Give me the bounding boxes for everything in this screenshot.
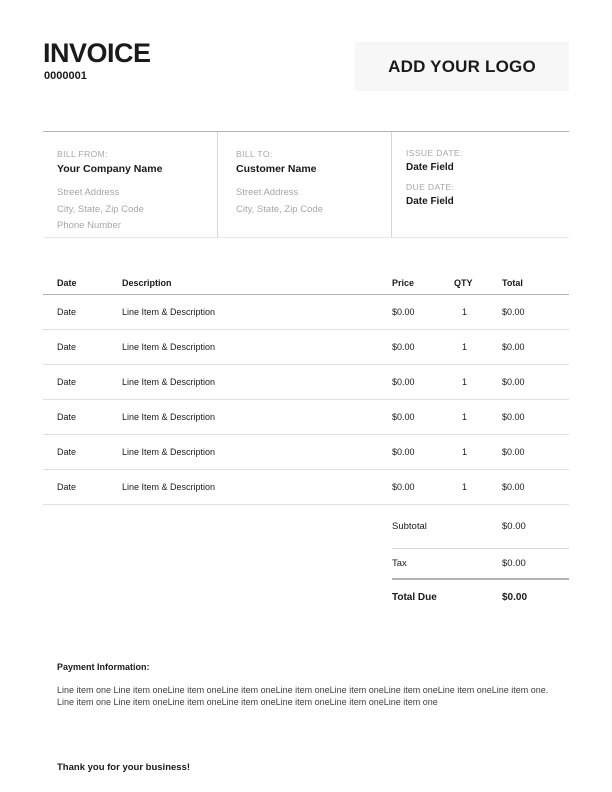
table-row: Date Line Item & Description $0.00 1 $0.…	[43, 295, 569, 330]
due-date-label: DUE DATE:	[406, 182, 455, 192]
cell-description: Line Item & Description	[122, 342, 216, 352]
cell-total: $0.00	[502, 482, 525, 492]
bill-to-section: BILL TO: Customer Name Street Address Ci…	[217, 132, 391, 237]
cell-price: $0.00	[392, 482, 415, 492]
payment-info-section: Payment Information: Line item one Line …	[57, 662, 562, 709]
totals-section: Subtotal $0.00 Tax $0.00 Total Due $0.00	[392, 505, 569, 614]
cell-price: $0.00	[392, 307, 415, 317]
table-row: Date Line Item & Description $0.00 1 $0.…	[43, 400, 569, 435]
issue-date-value: Date Field	[406, 162, 454, 173]
total-due-label: Total Due	[392, 591, 437, 603]
cell-qty: 1	[462, 307, 468, 317]
cell-price: $0.00	[392, 412, 415, 422]
total-due-value: $0.00	[502, 591, 528, 603]
issue-date-label: ISSUE DATE:	[406, 148, 463, 158]
cell-date: Date	[57, 482, 77, 492]
payment-info-body: Line item one Line item oneLine item one…	[57, 685, 549, 707]
header-total: Total	[502, 277, 523, 288]
invoice-number: 0000001	[44, 70, 87, 82]
total-due-row: Total Due $0.00	[392, 580, 569, 614]
cell-qty: 1	[462, 342, 468, 352]
cell-date: Date	[57, 342, 77, 352]
bill-to-address: Street Address City, State, Zip Code	[236, 187, 323, 215]
due-date-value: Date Field	[406, 196, 454, 207]
billing-section: BILL FROM: Your Company Name Street Addr…	[43, 131, 569, 238]
cell-description: Line Item & Description	[122, 307, 216, 317]
table-row: Date Line Item & Description $0.00 1 $0.…	[43, 365, 569, 400]
cell-qty: 1	[462, 377, 468, 387]
header-description: Description	[122, 277, 172, 288]
bill-from-label: BILL FROM:	[57, 149, 108, 159]
cell-date: Date	[57, 412, 77, 422]
table-header-row: Date Description Price QTY Total	[43, 271, 569, 295]
table-row: Date Line Item & Description $0.00 1 $0.…	[43, 470, 569, 505]
add-logo-label: ADD YOUR LOGO	[388, 56, 536, 76]
cell-total: $0.00	[502, 377, 525, 387]
cell-date: Date	[57, 307, 77, 317]
tax-label: Tax	[392, 558, 407, 569]
cell-total: $0.00	[502, 342, 525, 352]
cell-price: $0.00	[392, 377, 415, 387]
tax-row: Tax $0.00	[392, 549, 569, 580]
cell-total: $0.00	[502, 307, 525, 317]
add-logo-button[interactable]: ADD YOUR LOGO	[355, 42, 569, 91]
line-items-table: Date Description Price QTY Total Date Li…	[43, 271, 569, 505]
bill-to-name: Customer Name	[236, 163, 317, 175]
cell-total: $0.00	[502, 447, 525, 457]
bill-to-label: BILL TO:	[236, 149, 273, 159]
thank-you-note: Thank you for your business!	[57, 762, 191, 773]
cell-price: $0.00	[392, 342, 415, 352]
bill-from-address: Street Address City, State, Zip Code Pho…	[57, 187, 144, 231]
dates-section: ISSUE DATE: Date Field DUE DATE: Date Fi…	[391, 132, 569, 237]
cell-description: Line Item & Description	[122, 412, 216, 422]
table-row: Date Line Item & Description $0.00 1 $0.…	[43, 330, 569, 365]
payment-info-heading: Payment Information:	[57, 662, 150, 672]
subtotal-value: $0.00	[502, 521, 526, 532]
cell-description: Line Item & Description	[122, 377, 216, 387]
cell-price: $0.00	[392, 447, 415, 457]
cell-qty: 1	[462, 412, 468, 422]
cell-description: Line Item & Description	[122, 482, 216, 492]
cell-date: Date	[57, 447, 77, 457]
bill-from-section: BILL FROM: Your Company Name Street Addr…	[43, 132, 217, 237]
header-qty: QTY	[454, 277, 473, 288]
subtotal-row: Subtotal $0.00	[392, 505, 569, 549]
cell-date: Date	[57, 377, 77, 387]
subtotal-label: Subtotal	[392, 521, 427, 532]
bill-from-name: Your Company Name	[57, 163, 163, 175]
tax-value: $0.00	[502, 558, 526, 569]
page-title: INVOICE	[43, 38, 151, 68]
cell-description: Line Item & Description	[122, 447, 216, 457]
cell-total: $0.00	[502, 412, 525, 422]
cell-qty: 1	[462, 447, 468, 457]
header-price: Price	[392, 277, 415, 288]
header-date: Date	[57, 277, 77, 288]
table-row: Date Line Item & Description $0.00 1 $0.…	[43, 435, 569, 470]
cell-qty: 1	[462, 482, 468, 492]
